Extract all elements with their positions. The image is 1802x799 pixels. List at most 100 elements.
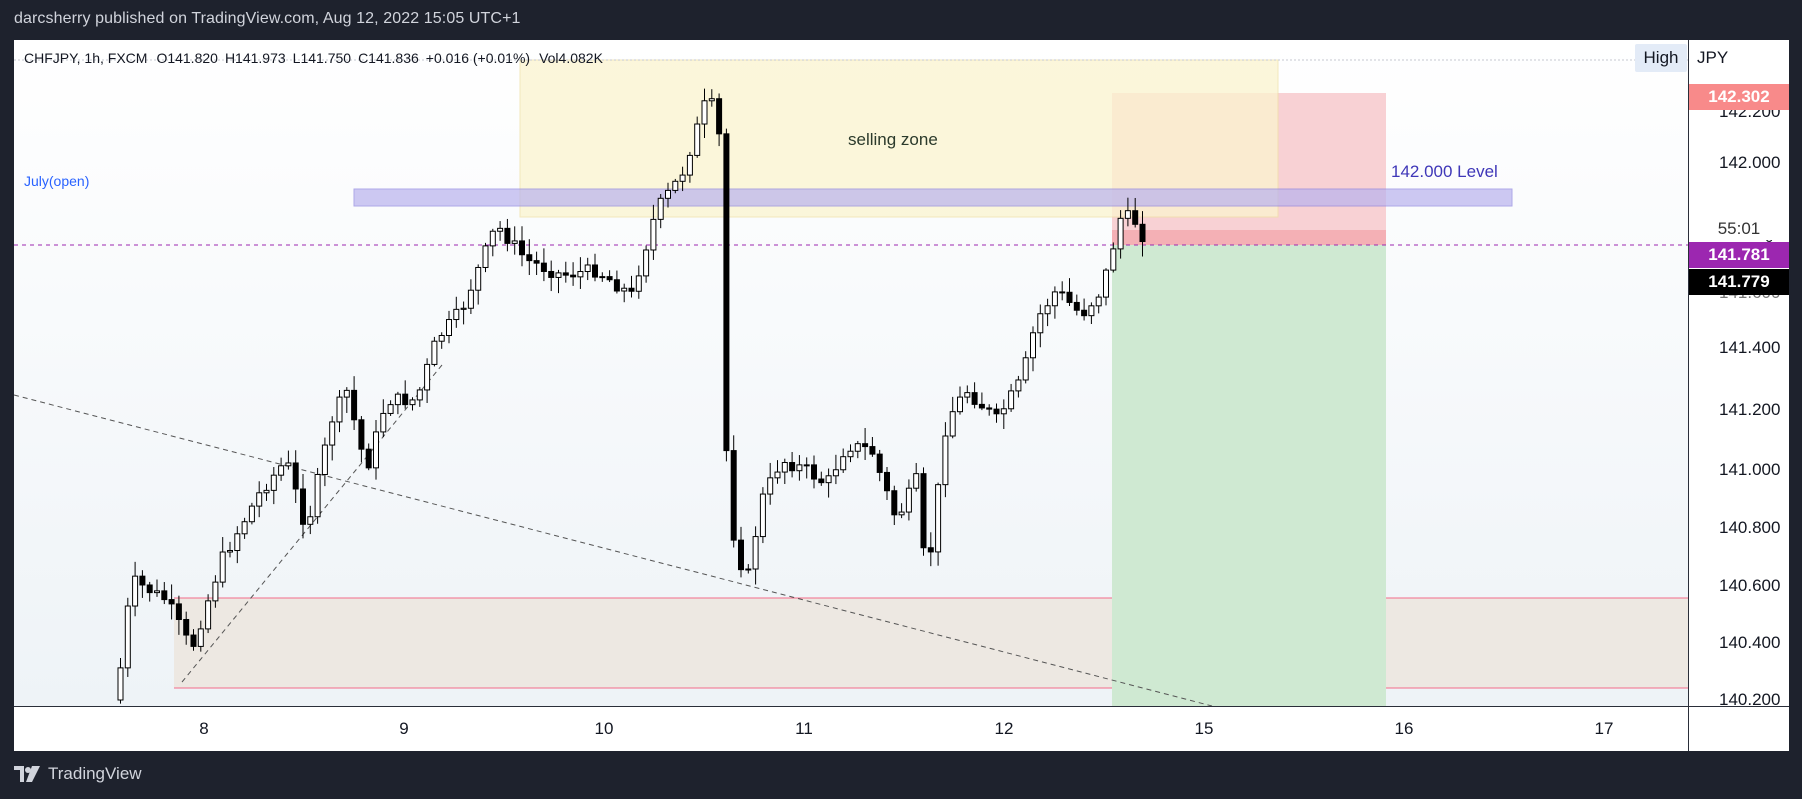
candle-bull (1008, 390, 1015, 410)
axis-corner (1688, 706, 1789, 751)
candle-bear (1139, 223, 1146, 243)
candle-bear (358, 419, 365, 450)
price-tick: 141.000 (1719, 460, 1781, 479)
candle-bull (424, 363, 431, 391)
time-tick: 16 (1394, 719, 1414, 738)
candle-bear (190, 634, 197, 647)
candle-bear (971, 392, 978, 405)
candle-bear (168, 599, 175, 605)
candle-bear (818, 478, 825, 484)
candle-bull (205, 600, 212, 630)
time-tick: 11 (795, 719, 813, 738)
legend-high: H141.973 (224, 50, 286, 66)
candle-bull (957, 396, 963, 413)
price-axis[interactable]: JPY 142.200 142.000 141.400 141.200 141.… (1688, 40, 1789, 709)
candle-bear (628, 287, 635, 292)
time-tick: 15 (1194, 719, 1214, 738)
chart-frame[interactable]: CHFJPY, 1h, FXCM O141.820 H141.973 L141.750… (14, 40, 1789, 751)
candlestick-chart[interactable] (14, 40, 1688, 706)
candle-bear (504, 227, 511, 244)
candle-bull (847, 450, 854, 458)
time-tick: 8 (199, 719, 209, 738)
header-bar: darcsherry published on TradingView.com,… (0, 0, 1802, 40)
candle-bull (1117, 217, 1124, 250)
candle-bull (467, 289, 474, 309)
support-zone (174, 598, 1688, 688)
candle-bull (117, 667, 124, 701)
candle-bull (270, 474, 277, 491)
candle-bear (175, 603, 182, 620)
candle-bull (475, 266, 482, 291)
candle-bull (665, 189, 671, 199)
candle-bull (489, 230, 496, 247)
candle-bear (789, 462, 796, 472)
july-open-label: July(open) (24, 173, 90, 189)
candle-bull (1000, 408, 1007, 415)
candle-bull (694, 123, 701, 156)
candle-bull (840, 456, 847, 471)
candle-bear (811, 464, 817, 480)
candle-bull (650, 218, 657, 251)
price-tick: 142.000 (1719, 153, 1781, 172)
time-tick: 10 (594, 719, 614, 738)
currency-button[interactable]: JPY (1697, 48, 1729, 67)
candle-bull (1103, 269, 1109, 298)
candle-bull (431, 340, 438, 365)
candle-bull (832, 469, 839, 477)
candle-bear (139, 575, 146, 586)
candle-bull (621, 287, 628, 292)
candle-bear (1081, 309, 1088, 317)
candle-bear (570, 274, 577, 278)
footer-brand-label: TradingView (48, 764, 142, 783)
candle-bull (1037, 313, 1044, 334)
candle-bull (825, 475, 832, 484)
candle-bull (438, 334, 445, 342)
candle-bull (1088, 305, 1095, 317)
candle-bull (124, 605, 131, 669)
candle-bull (854, 443, 861, 452)
price-tick: 140.400 (1719, 633, 1781, 652)
candle-bear (993, 408, 1000, 415)
candle-bull (241, 521, 248, 535)
candle-bull (380, 412, 387, 433)
candle-bull (657, 197, 664, 220)
candle-bull (1044, 305, 1051, 315)
candle-bull (1015, 379, 1022, 392)
candles-group (117, 88, 1146, 704)
candle-bear (986, 407, 993, 410)
candle-bull (387, 404, 394, 414)
time-tick: 12 (994, 719, 1014, 738)
candle-bull (307, 516, 314, 525)
candle-bull (219, 551, 226, 583)
candle-bull (686, 154, 693, 176)
candle-bear (738, 539, 744, 571)
candle-bull (212, 581, 219, 602)
legend-change: +0.016 (+0.01%) (425, 50, 531, 66)
candle-bull (321, 444, 328, 475)
price-tick: 141.200 (1719, 400, 1781, 419)
high-button[interactable]: High (1635, 44, 1687, 72)
candle-bear (876, 453, 883, 473)
candle-bull (781, 462, 788, 473)
candle-bear (519, 240, 525, 256)
legend-volume: Vol4.082K (539, 50, 603, 66)
candle-bear (540, 262, 547, 272)
candle-bull (679, 174, 686, 182)
candle-bear (183, 618, 190, 636)
time-axis[interactable]: 8 9 10 11 12 15 16 17 (14, 706, 1688, 751)
candle-bull (577, 271, 584, 278)
candle-bull (898, 511, 905, 516)
candle-bull (1030, 332, 1036, 359)
footer-brand: TradingView (14, 764, 142, 784)
candle-bear (716, 98, 723, 135)
candle-bear (723, 133, 730, 452)
chart-plot-area[interactable]: CHFJPY, 1h, FXCM O141.820 H141.973 L141.750… (14, 40, 1688, 706)
level-label: 142.000 Level (1391, 162, 1498, 181)
legend-symbol: CHFJPY, 1h, FXCM (24, 50, 148, 66)
stop-price-tag: 142.302 (1689, 84, 1789, 110)
level-band (353, 188, 1513, 207)
candle-bull (584, 264, 591, 273)
candle-bull (256, 492, 263, 507)
candle-bull (453, 308, 460, 321)
candle-bull (234, 533, 241, 552)
